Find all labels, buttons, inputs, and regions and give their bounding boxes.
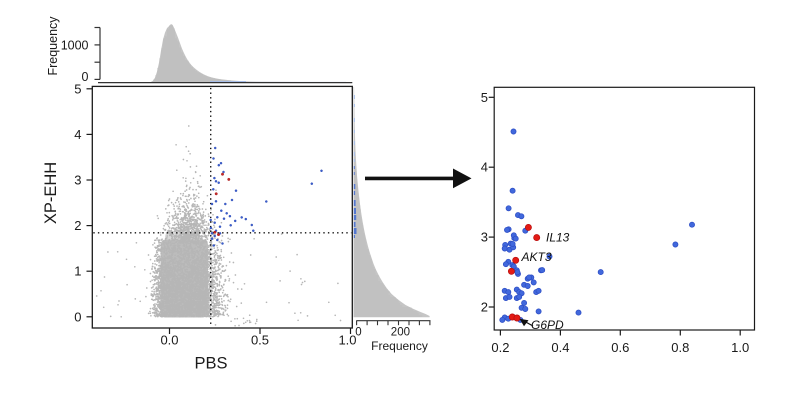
svg-text:XP-EHH: XP-EHH	[42, 162, 60, 224]
svg-text:4: 4	[74, 127, 81, 142]
svg-text:2: 2	[74, 218, 81, 233]
svg-text:1.0: 1.0	[338, 333, 356, 348]
svg-text:200: 200	[391, 327, 410, 339]
svg-text:0.0: 0.0	[160, 333, 178, 348]
svg-text:IL13: IL13	[546, 230, 570, 244]
svg-text:G6PD: G6PD	[531, 318, 564, 332]
svg-text:Frequency: Frequency	[46, 16, 60, 76]
svg-text:3: 3	[74, 173, 81, 188]
svg-text:0: 0	[355, 327, 361, 339]
svg-text:3: 3	[481, 230, 488, 245]
svg-text:0.5: 0.5	[251, 333, 269, 348]
svg-text:5: 5	[74, 81, 81, 96]
svg-text:0.6: 0.6	[611, 340, 629, 355]
svg-text:Frequency: Frequency	[371, 339, 428, 353]
svg-text:1: 1	[74, 264, 81, 279]
svg-text:1.0: 1.0	[731, 340, 749, 355]
svg-text:PBS: PBS	[194, 355, 227, 373]
svg-text:1000: 1000	[61, 38, 89, 52]
svg-text:0.2: 0.2	[491, 340, 509, 355]
svg-text:4: 4	[481, 160, 488, 175]
svg-text:0.4: 0.4	[551, 340, 569, 355]
svg-text:0.8: 0.8	[671, 340, 689, 355]
svg-text:2: 2	[481, 300, 488, 315]
svg-text:0: 0	[82, 70, 89, 84]
svg-text:5: 5	[481, 90, 488, 105]
svg-text:0: 0	[74, 309, 81, 324]
svg-text:AKT3: AKT3	[521, 250, 552, 264]
